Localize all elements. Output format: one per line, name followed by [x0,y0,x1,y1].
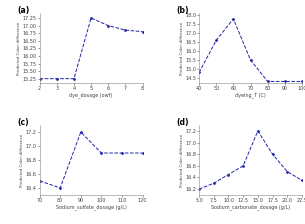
X-axis label: Sodium_sulfate_dosage (g/L): Sodium_sulfate_dosage (g/L) [56,205,127,210]
Y-axis label: Predicted Color difference: Predicted Color difference [17,22,21,75]
Text: (a): (a) [17,6,29,15]
Text: (c): (c) [17,118,29,127]
Text: (b): (b) [177,6,189,15]
X-axis label: dyeing_T (C): dyeing_T (C) [235,93,266,99]
Text: (d): (d) [177,118,189,127]
X-axis label: dye_dosage (owf): dye_dosage (owf) [70,93,113,99]
Y-axis label: Predicted Color difference: Predicted Color difference [180,133,184,187]
Y-axis label: Predicted Color difference: Predicted Color difference [180,22,184,75]
Y-axis label: Predicted Color difference: Predicted Color difference [20,133,24,187]
X-axis label: Sodium_carbonate_dosage (g/L): Sodium_carbonate_dosage (g/L) [211,205,290,210]
